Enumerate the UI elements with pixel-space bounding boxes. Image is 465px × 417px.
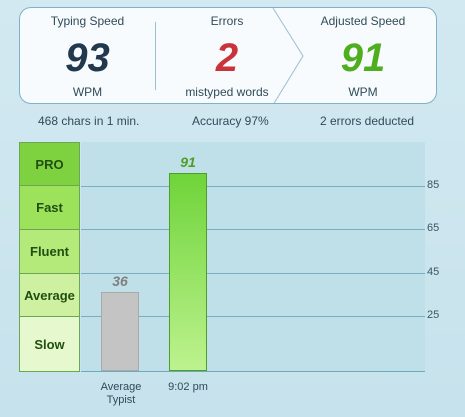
speed-chart: PRO Fast Fluent Average Slow 85 65 45 25… [19, 142, 439, 372]
level-fast: Fast [19, 185, 80, 229]
level-pro: PRO [19, 142, 80, 185]
level-slow: Slow [19, 316, 80, 372]
chars-stat: 468 chars in 1 min. [38, 114, 140, 128]
bar-value-average: 36 [112, 273, 128, 290]
typing-speed-unit: WPM [72, 85, 103, 99]
errors-value: 2 [215, 36, 239, 80]
typing-speed-title: Typing Speed [50, 14, 125, 28]
x-label-user-time: 9:02 pm [168, 381, 208, 393]
adjusted-speed-unit: WPM [348, 85, 378, 99]
typing-speed-value: 93 [65, 36, 110, 80]
gridline-45 [81, 273, 425, 274]
y-tick-45: 45 [427, 266, 440, 278]
gridline-85 [81, 186, 425, 187]
level-fluent: Fluent [19, 229, 80, 273]
typing-speed-panel: Typing Speed 93 WPM [20, 8, 155, 103]
errors-panel: Errors 2 mistyped words [156, 8, 298, 103]
panel-divider [155, 22, 156, 90]
gridline-25 [81, 316, 425, 317]
bar-user-result [169, 173, 207, 371]
y-tick-25: 25 [427, 309, 440, 321]
arrow-divider [272, 8, 304, 103]
x-label-average-line1: Average [100, 381, 142, 393]
adjusted-speed-title: Adjusted Speed [320, 14, 406, 28]
accuracy-stat: Accuracy 97% [192, 114, 269, 128]
adjusted-speed-panel: Adjusted Speed 91 WPM [288, 8, 436, 103]
errors-unit: mistyped words [185, 85, 269, 99]
errors-title: Errors [210, 14, 244, 28]
deducted-stat: 2 errors deducted [320, 114, 415, 128]
y-tick-85: 85 [427, 179, 440, 191]
adjusted-speed-value: 91 [340, 36, 386, 80]
x-label-average-line2: Typist [106, 394, 136, 406]
level-average: Average [19, 273, 80, 316]
x-label-average-typist: Average Typist [91, 381, 151, 407]
y-tick-65: 65 [427, 222, 440, 234]
results-card: Typing Speed 93 WPM Errors 2 mistyped wo… [19, 7, 437, 104]
bar-average-typist [101, 292, 139, 371]
bar-value-user: 91 [180, 154, 196, 170]
gridline-65 [81, 229, 425, 230]
